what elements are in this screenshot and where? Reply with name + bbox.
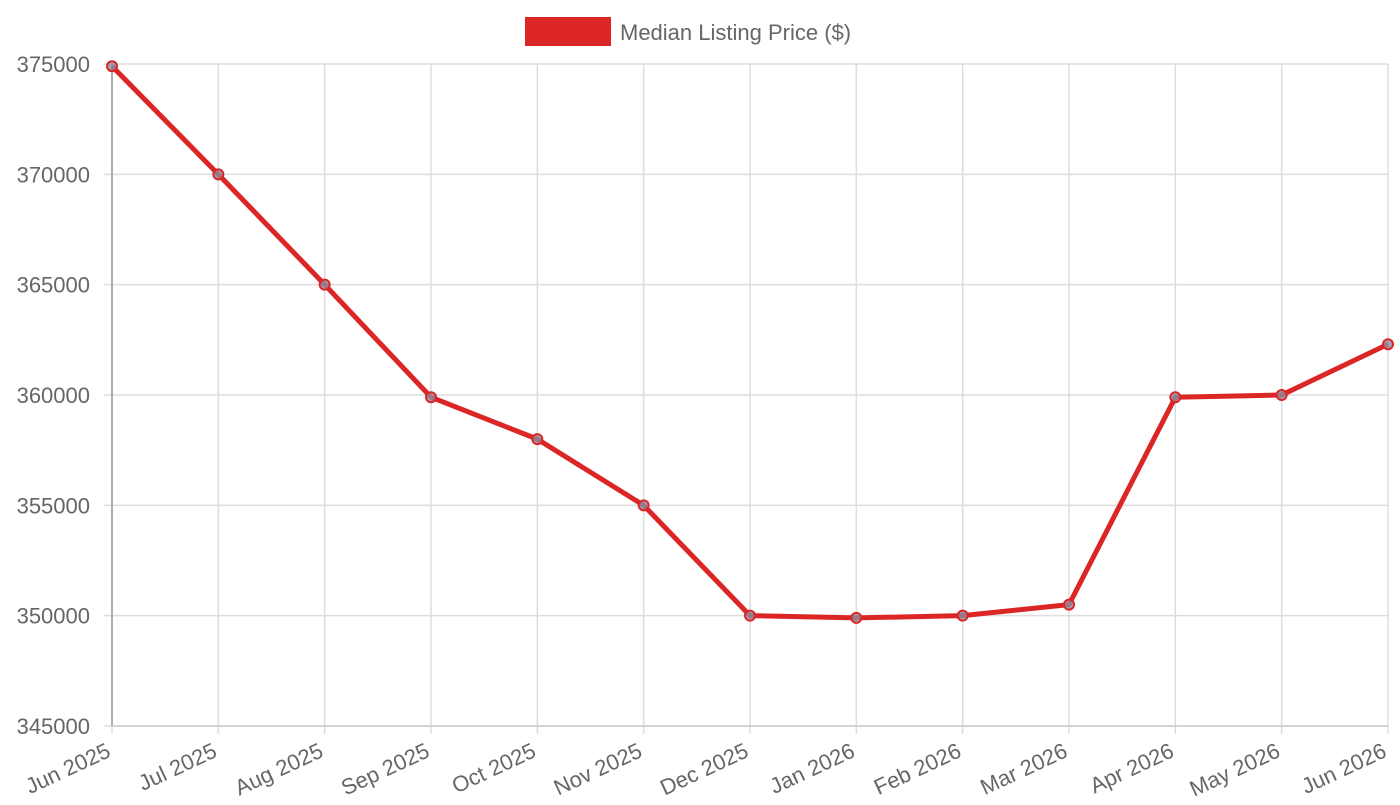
x-tick-label: Dec 2025 xyxy=(656,738,752,800)
x-tick-label: May 2026 xyxy=(1186,738,1284,800)
data-point xyxy=(106,60,118,73)
y-tick-label: 350000 xyxy=(17,604,90,629)
data-point xyxy=(744,609,756,622)
x-tick-label: Feb 2026 xyxy=(870,738,965,800)
x-tick-label: Apr 2026 xyxy=(1086,738,1177,798)
y-tick-label: 375000 xyxy=(17,52,90,77)
x-tick-label: Oct 2025 xyxy=(448,738,539,798)
y-tick-label: 360000 xyxy=(17,383,90,408)
data-point xyxy=(850,611,863,624)
y-tick-label: 345000 xyxy=(17,714,90,739)
data-point xyxy=(1063,598,1075,611)
data-point xyxy=(1275,389,1288,401)
data-point xyxy=(637,499,650,512)
y-tick-label: 365000 xyxy=(17,273,90,298)
legend-label: Median Listing Price ($) xyxy=(620,20,851,45)
data-point xyxy=(212,168,225,181)
x-tick-label: Aug 2025 xyxy=(231,738,327,800)
data-point xyxy=(1169,391,1182,404)
x-tick-label: Jun 2025 xyxy=(21,738,114,799)
legend-swatch xyxy=(525,17,611,46)
x-tick-label: Jul 2025 xyxy=(134,738,220,796)
y-tick-label: 370000 xyxy=(17,162,90,187)
data-point xyxy=(318,278,331,291)
x-tick-label: Mar 2026 xyxy=(976,738,1071,800)
data-point xyxy=(956,609,969,622)
data-point xyxy=(1382,338,1394,351)
data-point xyxy=(531,433,544,446)
x-tick-label: Jun 2026 xyxy=(1297,738,1390,799)
x-tick-label: Jan 2026 xyxy=(766,738,859,799)
y-tick-label: 355000 xyxy=(17,493,90,518)
x-tick-label: Nov 2025 xyxy=(550,738,646,800)
data-point xyxy=(425,391,437,404)
x-tick-label: Sep 2025 xyxy=(337,738,433,800)
